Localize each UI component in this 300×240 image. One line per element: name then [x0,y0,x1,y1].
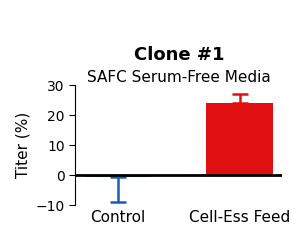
Bar [85,175,152,177]
Text: Clone #1: Clone #1 [134,46,224,64]
Bar [206,103,273,175]
Y-axis label: Titer (%): Titer (%) [15,112,30,178]
Title: SAFC Serum-Free Media: SAFC Serum-Free Media [87,71,271,85]
